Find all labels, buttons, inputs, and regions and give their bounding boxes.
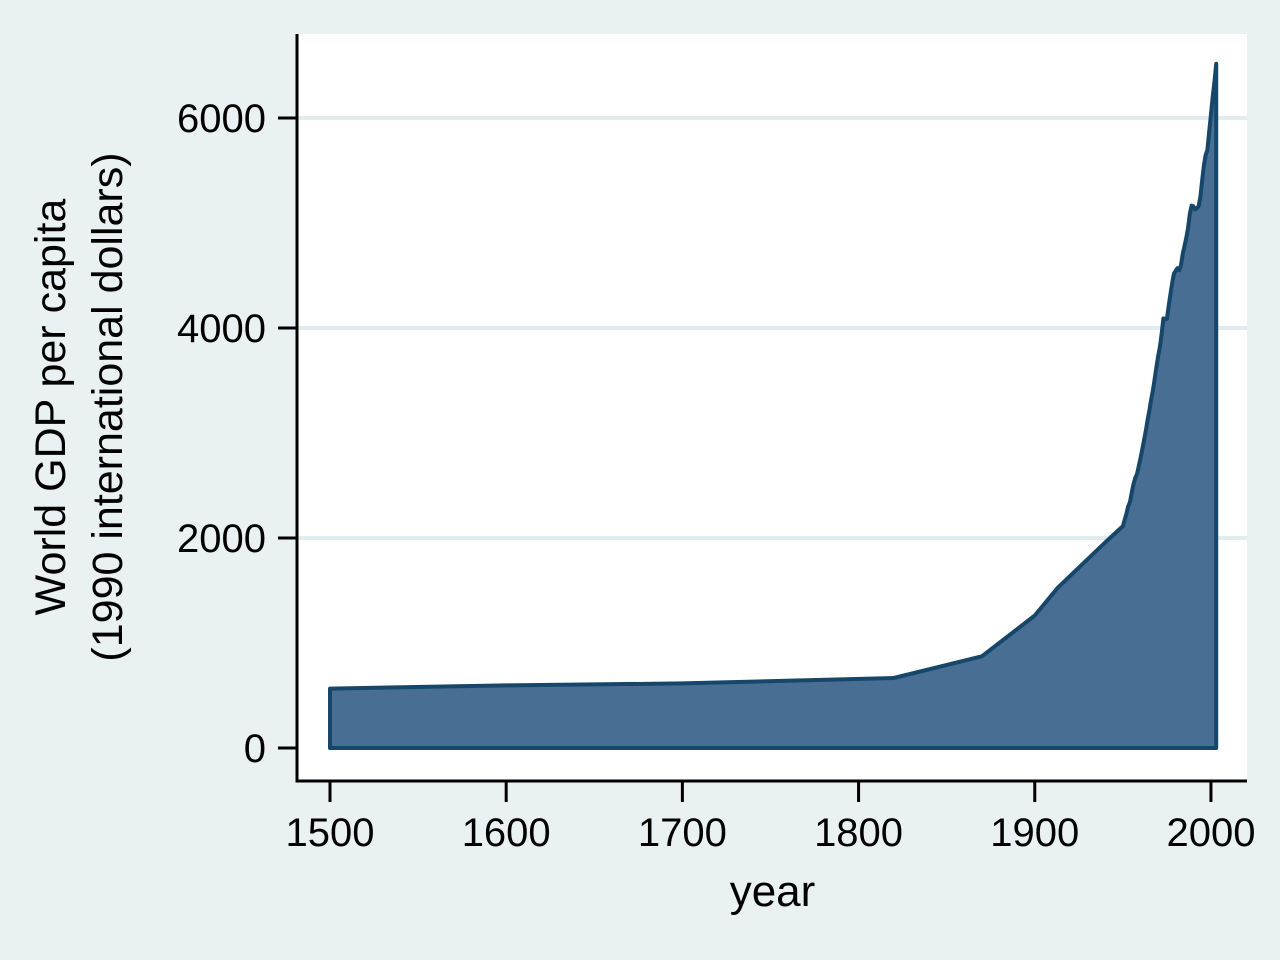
y-axis-title-line2: (1990 international dollars) xyxy=(83,152,132,662)
y-tick-label: 2000 xyxy=(177,517,266,561)
y-axis-title: World GDP per capita (1990 international… xyxy=(23,27,143,787)
y-axis-title-line1: World GDP per capita xyxy=(27,198,75,616)
x-tick-label: 1800 xyxy=(814,811,903,855)
y-tick-label: 4000 xyxy=(177,307,266,351)
x-tick-label: 1600 xyxy=(462,811,551,855)
gdp-area xyxy=(328,61,1219,750)
x-tick-label: 1900 xyxy=(990,811,1079,855)
x-tick-label: 1500 xyxy=(286,811,375,855)
x-axis-title: year xyxy=(730,867,816,916)
x-tick-label: 1700 xyxy=(638,811,727,855)
y-tick-label: 0 xyxy=(244,727,266,771)
x-tick-label: 2000 xyxy=(1166,811,1255,855)
y-tick-label: 6000 xyxy=(177,97,266,141)
